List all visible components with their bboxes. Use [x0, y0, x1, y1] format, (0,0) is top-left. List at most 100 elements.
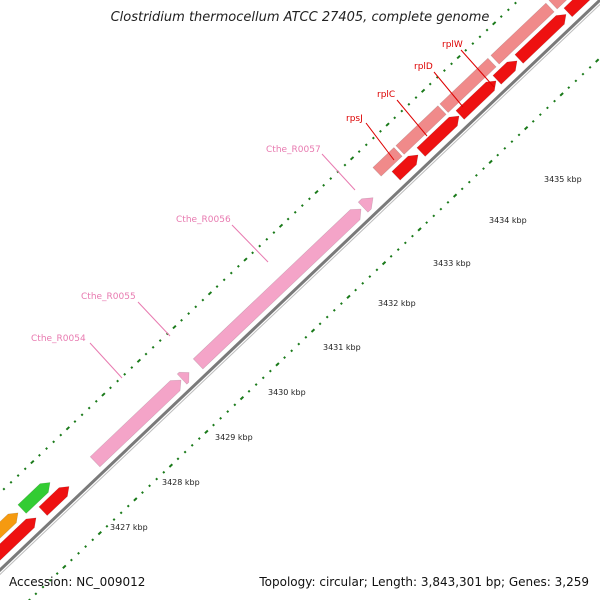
inner-tick: [368, 275, 372, 279]
outer-tick: [300, 204, 304, 207]
backbone-shadow: [0, 3, 600, 576]
outer-tick: [420, 88, 426, 93]
outer-tick: [16, 474, 20, 477]
inner-tick: [588, 65, 592, 69]
ruler-tick-label: 3430 kbp: [268, 388, 306, 397]
rna-gene-arrow: [89, 379, 182, 468]
outer-tick: [45, 447, 48, 450]
outer-tick: [109, 386, 112, 390]
inner-tick: [41, 585, 45, 589]
ribosomal-gene-arrow: [563, 0, 591, 18]
inner-tick: [346, 294, 351, 299]
outer-tick: [400, 109, 404, 113]
outer-tick: [229, 271, 233, 275]
accession-text: Accession: NC_009012: [9, 575, 146, 589]
ruler-tick-label: 3429 kbp: [215, 433, 253, 442]
label-leader-line: [89, 342, 123, 379]
ribosomal-gene-block: [439, 57, 497, 113]
outer-tick: [222, 278, 226, 282]
inner-tick: [361, 281, 365, 285]
inner-tick: [297, 342, 301, 346]
outer-tick: [2, 487, 6, 491]
outer-tick: [492, 21, 497, 26]
inner-tick: [482, 167, 485, 171]
inner-tick: [168, 463, 174, 468]
outer-tick: [379, 129, 382, 133]
outer-tick: [443, 69, 446, 72]
outer-tick: [187, 312, 191, 315]
inner-tick: [141, 491, 144, 495]
inner-tick: [126, 504, 130, 508]
rna-gene-arrow: [192, 208, 362, 370]
outer-tick: [59, 433, 63, 437]
outer-tick: [151, 345, 155, 349]
inner-tick: [546, 106, 549, 110]
inner-tick: [523, 126, 529, 131]
inner-tick: [474, 173, 478, 177]
outer-tick: [428, 82, 432, 86]
green-gene-arrow: [17, 482, 51, 514]
outer-tick: [65, 426, 70, 431]
inner-tick: [411, 234, 414, 238]
outer-tick: [236, 264, 240, 268]
inner-tick: [381, 260, 387, 266]
outer-tick: [308, 197, 311, 201]
outer-tick: [30, 459, 35, 465]
gene-labels: Cthe_R0054 Cthe_R0055 Cthe_R0056 Cthe_R0057…: [31, 40, 463, 344]
inner-tick: [112, 518, 116, 522]
inner-tick: [595, 58, 600, 63]
gene-arrow: [38, 486, 70, 516]
ribosomal-gene-arrow: [391, 154, 419, 181]
outer-tick: [80, 413, 84, 417]
inner-tick: [318, 322, 322, 326]
orange-gene-arrow: [0, 512, 19, 539]
inner-tick: [148, 484, 151, 488]
inner-tick: [155, 477, 159, 481]
rna-gene-arrow: [357, 197, 374, 213]
label-leader-line: [365, 122, 395, 161]
inner-tick: [304, 335, 308, 339]
inner-tick: [55, 572, 59, 576]
inner-tick: [254, 383, 258, 387]
inner-tick: [339, 302, 343, 306]
outer-tick: [514, 1, 517, 5]
inner-tick: [559, 92, 564, 97]
inner-tick: [503, 146, 507, 150]
gene-features: [0, 0, 591, 561]
label-leader-line: [231, 224, 269, 263]
outer-tick: [180, 318, 183, 322]
gene-label: rplW: [442, 40, 463, 50]
outer-tick: [23, 467, 27, 471]
ribosomal-gene-arrow: [514, 13, 567, 64]
label-leader-lines: [89, 49, 495, 379]
outer-tick: [286, 217, 290, 221]
outer-tick: [385, 122, 390, 127]
inner-tick: [204, 429, 209, 434]
outer-tick: [251, 251, 255, 255]
inner-tick: [77, 551, 80, 555]
ribosomal-gene-arrow: [416, 115, 460, 157]
inner-tick: [176, 457, 180, 461]
ribosomal-gene-block: [490, 2, 555, 65]
inner-tick: [197, 437, 201, 441]
ribosomal-gene-arrow: [492, 60, 518, 85]
gene-label: Cthe_R0054: [31, 334, 86, 344]
outer-tick: [158, 339, 162, 342]
outer-tick: [9, 480, 13, 484]
inner-tick: [403, 241, 407, 245]
ruler-tick-label: 3431 kbp: [323, 343, 361, 352]
outer-tick: [349, 156, 355, 161]
label-leader-line: [137, 301, 171, 337]
inner-tick: [510, 140, 514, 144]
ruler-tick-labels: 3427 kbp 3428 kbp 3429 kbp 3430 kbp 3431 kbp…: [110, 175, 582, 532]
outer-tick: [215, 285, 219, 288]
ruler-tick-label: 3432 kbp: [378, 299, 416, 308]
inner-tick: [417, 227, 422, 232]
outer-tick: [278, 223, 284, 228]
outer-tick: [136, 358, 142, 363]
outer-tick: [123, 372, 127, 376]
inner-tick: [375, 268, 379, 272]
inner-tick: [133, 497, 138, 502]
outer-tick: [258, 244, 262, 248]
